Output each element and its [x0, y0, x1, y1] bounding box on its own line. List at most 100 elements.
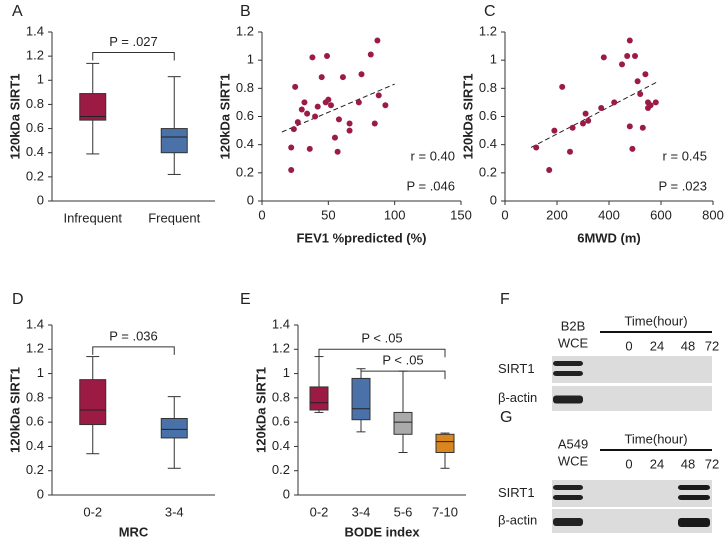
cell-line: A549 [558, 436, 588, 451]
time-label: Time(hour) [624, 431, 687, 446]
x-axis-label: 6MWD (m) [577, 230, 641, 245]
panel-label: F [500, 291, 510, 308]
point [294, 119, 301, 126]
y-tick-label: 0.4 [26, 438, 44, 453]
panel-label: D [12, 291, 24, 308]
point [639, 124, 646, 131]
lane-label: 72 [705, 338, 719, 353]
y-tick-label: 1 [490, 52, 497, 67]
annotation: P = .036 [109, 328, 158, 343]
x-tick-label: Infrequent [63, 210, 122, 225]
y-tick-label: 1.2 [236, 23, 254, 38]
point [371, 120, 378, 127]
x-tick-label: 5-6 [394, 504, 413, 519]
band [553, 485, 583, 490]
panel-label: A [12, 3, 23, 20]
panel-label: G [500, 409, 512, 426]
extract: WCE [558, 335, 589, 350]
y-tick-label: 0.2 [236, 164, 254, 179]
point [335, 116, 342, 123]
lane-label: 0 [625, 456, 632, 471]
y-tick-label: 0.8 [272, 389, 290, 404]
point [611, 99, 618, 106]
x-tick-label: 7-10 [432, 504, 458, 519]
point [327, 102, 334, 109]
box [435, 433, 455, 453]
y-axis-label: 120kDa SIRT1 [7, 74, 22, 160]
box [309, 386, 329, 411]
point [334, 148, 341, 155]
x-tick-label: 200 [546, 207, 568, 222]
y-tick-label: 0 [37, 486, 44, 501]
y-axis-label: 120kDa SIRT1 [217, 74, 232, 160]
y-tick-label: 0.2 [272, 462, 290, 477]
band [553, 495, 583, 500]
point [346, 120, 353, 127]
x-tick-label: 100 [384, 207, 406, 222]
point [367, 51, 374, 58]
point [637, 90, 644, 97]
y-tick-label: 0.6 [26, 414, 44, 429]
lane-label: 48 [681, 338, 695, 353]
x-tick-label: 0-2 [310, 504, 329, 519]
band [678, 495, 710, 500]
point [569, 124, 576, 131]
y-tick-label: 0.6 [236, 108, 254, 123]
y-axis-label: 120kDa SIRT1 [7, 367, 22, 453]
row-label: β-actin [498, 390, 537, 405]
point [355, 99, 362, 106]
y-tick-label: 1.4 [272, 316, 290, 331]
y-tick-label: 1.2 [26, 341, 44, 356]
point [634, 78, 641, 85]
annotation: r = 0.45 [663, 148, 707, 163]
point [619, 61, 625, 68]
y-axis-label: 120kDa SIRT1 [253, 367, 268, 453]
point [626, 37, 633, 44]
x-tick-label: 3-4 [352, 504, 371, 519]
point [318, 74, 325, 81]
y-axis-label: 120kDa SIRT1 [460, 74, 475, 160]
panel-label: C [484, 3, 496, 20]
point [600, 54, 607, 61]
point [358, 71, 365, 78]
box [79, 379, 107, 426]
point [288, 144, 295, 151]
point [331, 134, 338, 141]
annotation: P = .046 [406, 178, 455, 193]
band [553, 371, 583, 376]
point [346, 127, 353, 134]
bracket [92, 52, 175, 61]
lane-label: 24 [650, 456, 664, 471]
lane-label: 24 [650, 338, 664, 353]
y-tick-label: 1.4 [26, 23, 44, 38]
y-tick-label: 0.2 [26, 462, 44, 477]
x-tick-label: 800 [702, 207, 724, 222]
y-tick-label: 0.8 [26, 96, 44, 111]
band [553, 395, 583, 404]
box [393, 411, 413, 435]
point [652, 99, 659, 106]
y-tick-label: 1 [283, 365, 290, 380]
cell-line: B2B [561, 318, 586, 333]
x-tick-label: 150 [450, 207, 472, 222]
x-tick-label: 600 [650, 207, 672, 222]
point [301, 99, 308, 106]
box [160, 128, 188, 154]
point [546, 167, 553, 174]
y-tick-label: 1.2 [479, 23, 497, 38]
x-tick-label: 400 [598, 207, 620, 222]
point [298, 106, 305, 113]
band [553, 518, 583, 526]
y-tick-label: 0 [490, 192, 497, 207]
y-tick-label: 0.8 [479, 80, 497, 95]
point [375, 92, 382, 99]
point [632, 52, 638, 59]
y-tick-label: 0 [37, 192, 44, 207]
y-tick-label: 0.8 [236, 80, 254, 95]
extract: WCE [558, 453, 589, 468]
point [598, 105, 605, 112]
y-tick-label: 0.8 [26, 389, 44, 404]
panel-label: E [240, 291, 251, 308]
blot-strip [552, 480, 712, 507]
point [551, 127, 558, 134]
